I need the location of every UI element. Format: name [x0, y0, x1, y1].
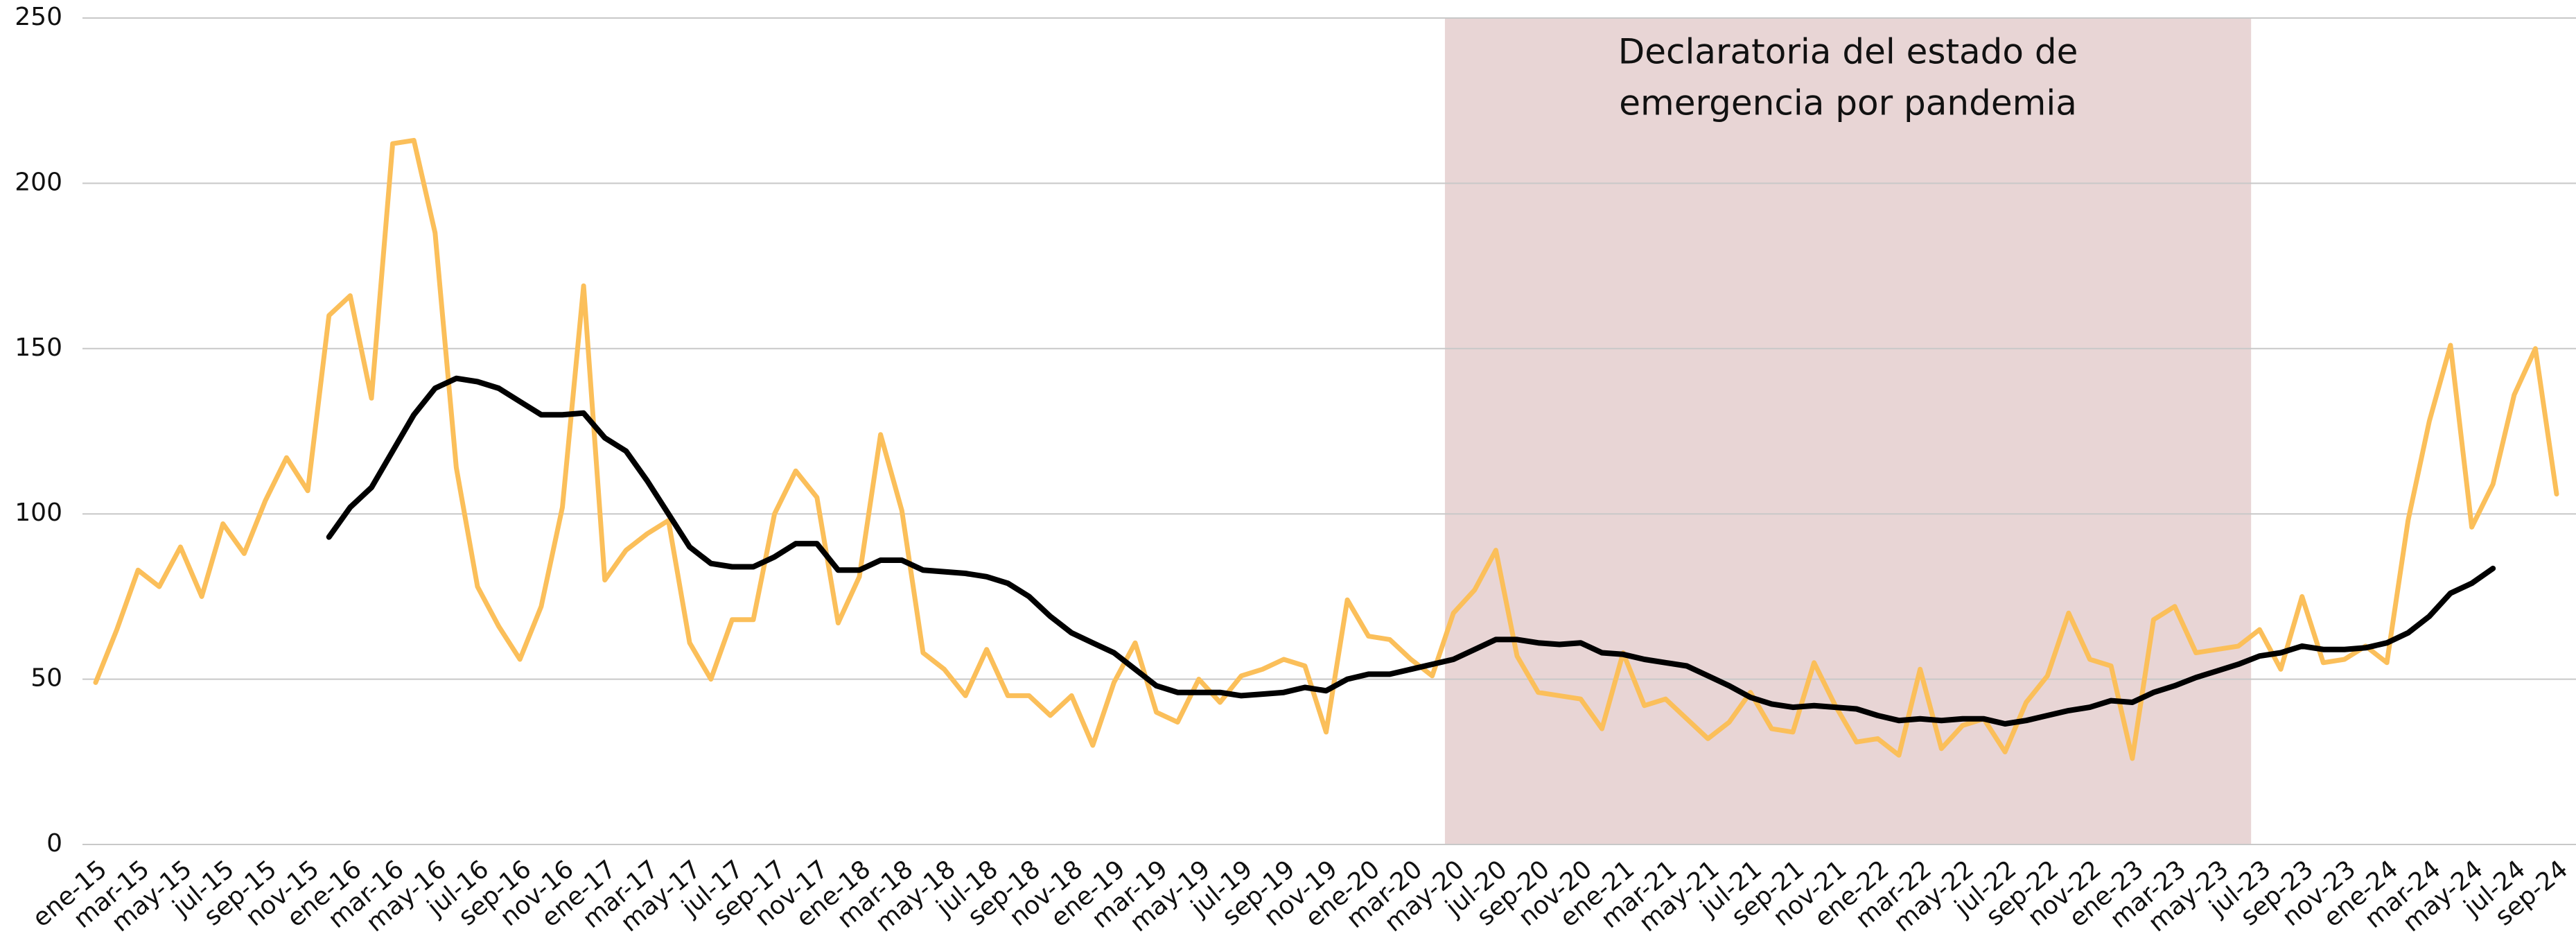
y-tick-label: 100 [15, 498, 62, 527]
annotation: emergencia por pandemia [1619, 83, 2077, 123]
y-tick-label: 200 [15, 168, 62, 196]
data-line [93, 137, 2559, 761]
y-tick-label: 50 [30, 664, 62, 693]
grid-layer [82, 17, 2576, 845]
shade-layer [1444, 18, 2252, 844]
data-line [326, 375, 2496, 727]
y-tick-label: 150 [15, 333, 62, 362]
annotation: Declaratoria del estado de [1618, 32, 2078, 72]
y-tick-label: 0 [46, 829, 62, 858]
shaded-region [1444, 18, 2252, 844]
y-tick-label: 250 [15, 3, 62, 31]
line-layer [93, 137, 2559, 761]
